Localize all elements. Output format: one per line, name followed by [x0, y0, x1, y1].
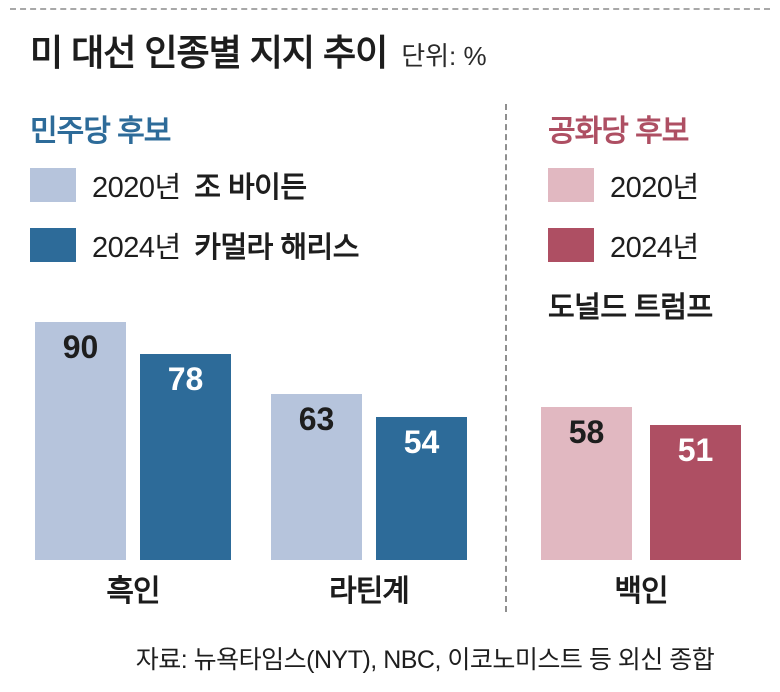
- legend-item-rep-2020: 2020년: [548, 164, 713, 206]
- bar-black-2024: 78: [140, 354, 231, 560]
- source-note: 자료: 뉴욕타임스(NYT), NBC, 이코노미스트 등 외신 종합: [135, 646, 715, 674]
- legend-swatch-dem-2020-icon: [30, 168, 76, 202]
- legend-label: 2020년: [610, 164, 699, 206]
- legend-label: 2020년 조 바이든: [92, 164, 307, 206]
- republican-legend: 2020년 2024년 도널드 트럼프: [548, 164, 713, 326]
- legend-label: 2024년: [610, 224, 699, 266]
- bar-chart: 90 78 63 54 58 51: [35, 322, 741, 560]
- democrat-legend: 2020년 조 바이든 2024년 카멀라 해리스: [30, 164, 359, 284]
- legend-item-dem-2020: 2020년 조 바이든: [30, 164, 359, 206]
- bar-latino-2020: 63: [271, 394, 362, 560]
- category-label-black: 흑인: [106, 575, 160, 608]
- unit-label: 단위: %: [401, 41, 487, 71]
- category-label-white: 백인: [614, 575, 668, 608]
- legend-item-dem-2024: 2024년 카멀라 해리스: [30, 224, 359, 266]
- legend-year: 2024년: [610, 232, 699, 264]
- legend-item-rep-2024: 2024년: [548, 224, 713, 266]
- bar-value-label: 78: [167, 361, 204, 397]
- bar-value-label: 63: [298, 401, 335, 437]
- republican-candidate-name: 도널드 트럼프: [548, 292, 713, 324]
- legend-label: 2024년 카멀라 해리스: [92, 224, 359, 266]
- legend-candidate: 조 바이든: [194, 172, 307, 204]
- bar-value-label: 58: [568, 414, 605, 450]
- bar-white-2020: 58: [541, 407, 632, 560]
- republican-section-label: 공화당 후보: [548, 115, 689, 148]
- legend-year: 2020년: [610, 172, 699, 204]
- bar-value-label: 54: [403, 424, 440, 460]
- bar-value-label: 90: [62, 329, 99, 365]
- legend-swatch-rep-2020-icon: [548, 168, 594, 202]
- legend-year: 2024년: [92, 232, 181, 264]
- legend-year: 2020년: [92, 172, 181, 204]
- democrat-section-label: 민주당 후보: [30, 115, 171, 148]
- party-divider-dashed-line: [505, 104, 507, 612]
- category-label-latino: 라틴계: [329, 575, 410, 608]
- bar-latino-2024: 54: [376, 417, 467, 560]
- header: 미 대선 인종별 지지 추이 단위: %: [30, 24, 487, 76]
- page-title: 미 대선 인종별 지지 추이: [30, 32, 388, 73]
- legend-swatch-dem-2024-icon: [30, 228, 76, 262]
- top-dashed-rule: [10, 8, 770, 10]
- legend-swatch-rep-2024-icon: [548, 228, 594, 262]
- bar-white-2024: 51: [650, 425, 741, 560]
- bar-black-2020: 90: [35, 322, 126, 560]
- bar-value-label: 51: [677, 432, 714, 468]
- legend-candidate: 카멀라 해리스: [194, 232, 359, 264]
